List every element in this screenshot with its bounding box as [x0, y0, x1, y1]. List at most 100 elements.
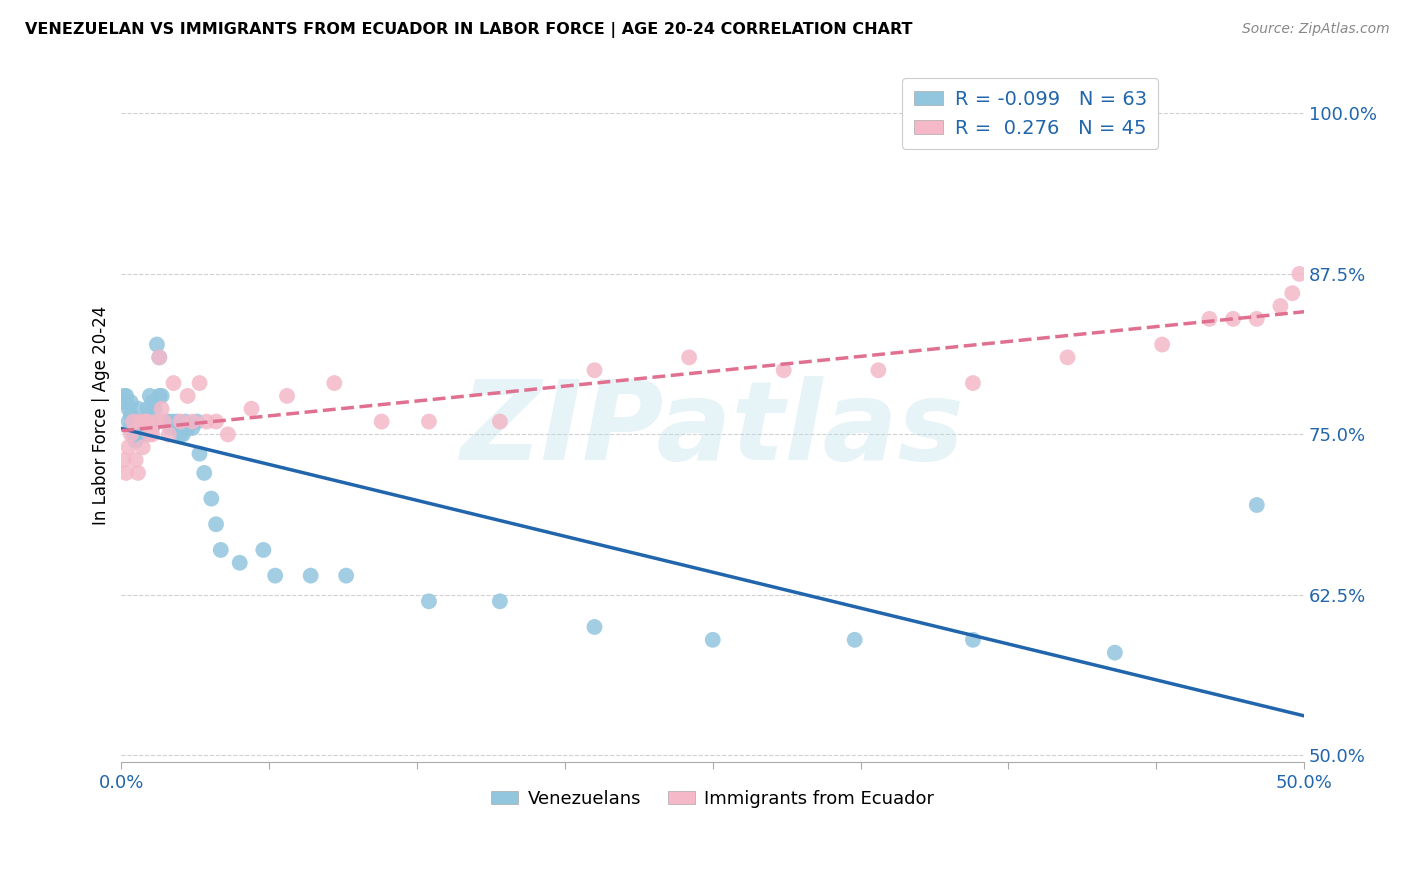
Point: [583, 620, 606, 634]
Point: [205, 415, 228, 429]
Point: [174, 415, 197, 429]
Text: Source: ZipAtlas.com: Source: ZipAtlas.com: [1241, 22, 1389, 37]
Point: [1246, 498, 1268, 512]
Point: [160, 421, 183, 435]
Point: [162, 415, 184, 429]
Point: [418, 415, 440, 429]
Text: VENEZUELAN VS IMMIGRANTS FROM ECUADOR IN LABOR FORCE | AGE 20-24 CORRELATION CHA: VENEZUELAN VS IMMIGRANTS FROM ECUADOR IN…: [25, 22, 912, 38]
Point: [127, 421, 149, 435]
Point: [169, 415, 191, 429]
Point: [136, 415, 159, 429]
Point: [132, 427, 155, 442]
Point: [844, 632, 866, 647]
Point: [176, 389, 198, 403]
Point: [120, 421, 142, 435]
Point: [702, 632, 724, 647]
Point: [772, 363, 794, 377]
Point: [1198, 311, 1220, 326]
Point: [129, 415, 152, 429]
Point: [176, 421, 198, 435]
Point: [122, 415, 145, 429]
Y-axis label: In Labor Force | Age 20-24: In Labor Force | Age 20-24: [93, 306, 110, 524]
Point: [172, 427, 194, 442]
Point: [228, 556, 250, 570]
Point: [209, 543, 232, 558]
Point: [129, 415, 152, 429]
Point: [124, 415, 146, 429]
Point: [1104, 646, 1126, 660]
Point: [252, 543, 274, 558]
Point: [153, 415, 176, 429]
Point: [418, 594, 440, 608]
Point: [124, 434, 146, 448]
Point: [962, 632, 984, 647]
Point: [148, 351, 170, 365]
Point: [169, 427, 191, 442]
Point: [157, 427, 180, 442]
Point: [193, 466, 215, 480]
Point: [1246, 311, 1268, 326]
Legend: Venezuelans, Immigrants from Ecuador: Venezuelans, Immigrants from Ecuador: [484, 782, 942, 815]
Point: [678, 351, 700, 365]
Point: [240, 401, 263, 416]
Point: [153, 415, 176, 429]
Point: [157, 415, 180, 429]
Point: [120, 408, 142, 422]
Point: [165, 421, 187, 435]
Point: [188, 376, 211, 390]
Point: [1222, 311, 1244, 326]
Point: [117, 415, 139, 429]
Point: [370, 415, 392, 429]
Point: [141, 421, 163, 435]
Point: [122, 427, 145, 442]
Point: [132, 440, 155, 454]
Point: [124, 453, 146, 467]
Point: [1056, 351, 1078, 365]
Point: [134, 427, 156, 442]
Point: [129, 427, 152, 442]
Point: [112, 389, 135, 403]
Point: [195, 415, 218, 429]
Point: [962, 376, 984, 390]
Point: [134, 415, 156, 429]
Point: [127, 466, 149, 480]
Point: [122, 415, 145, 429]
Point: [323, 376, 346, 390]
Point: [120, 427, 142, 442]
Point: [181, 415, 204, 429]
Point: [136, 401, 159, 416]
Point: [143, 401, 166, 416]
Point: [139, 389, 162, 403]
Point: [1281, 286, 1303, 301]
Point: [139, 427, 162, 442]
Point: [141, 427, 163, 442]
Point: [139, 408, 162, 422]
Point: [335, 568, 357, 582]
Point: [115, 389, 138, 403]
Point: [115, 395, 138, 409]
Point: [115, 466, 138, 480]
Point: [134, 415, 156, 429]
Point: [141, 395, 163, 409]
Point: [120, 395, 142, 409]
Point: [205, 517, 228, 532]
Point: [1288, 267, 1310, 281]
Point: [124, 421, 146, 435]
Point: [150, 401, 173, 416]
Point: [148, 389, 170, 403]
Point: [868, 363, 890, 377]
Point: [489, 594, 512, 608]
Point: [146, 337, 169, 351]
Point: [148, 351, 170, 365]
Point: [489, 415, 512, 429]
Point: [117, 401, 139, 416]
Point: [136, 415, 159, 429]
Point: [200, 491, 222, 506]
Point: [181, 421, 204, 435]
Point: [264, 568, 287, 582]
Point: [132, 415, 155, 429]
Point: [217, 427, 239, 442]
Point: [117, 440, 139, 454]
Point: [155, 415, 177, 429]
Point: [112, 453, 135, 467]
